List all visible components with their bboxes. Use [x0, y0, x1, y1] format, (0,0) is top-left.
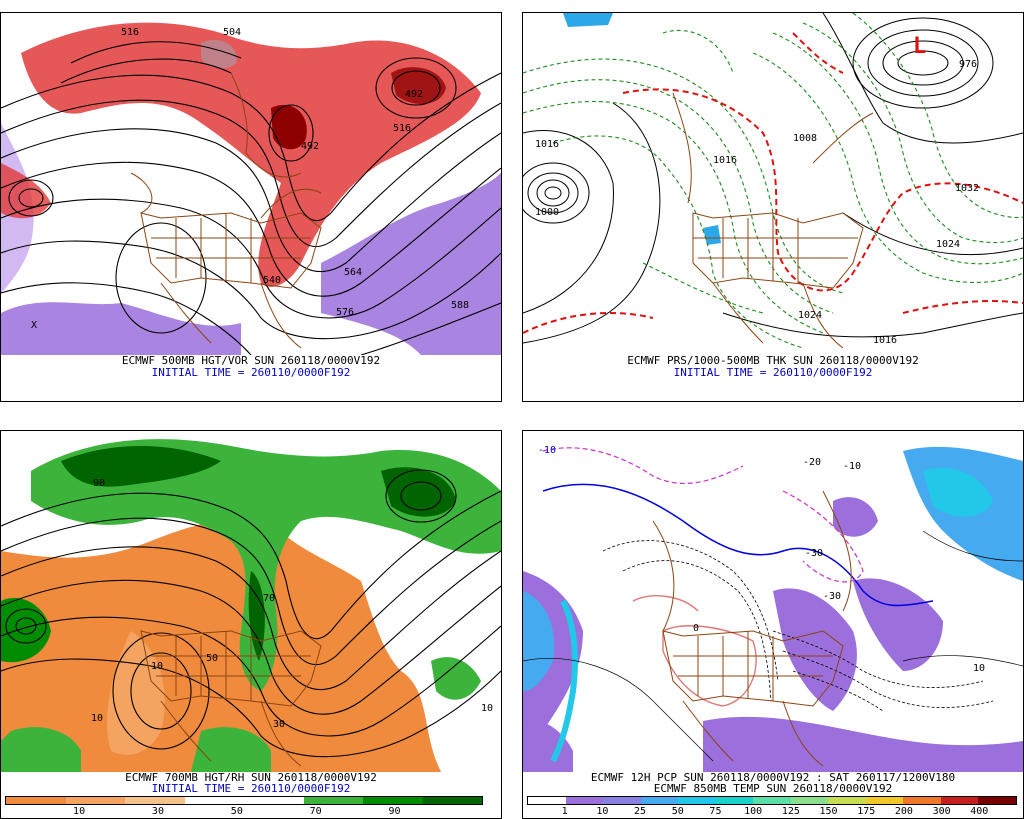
- legend-swatch: [678, 797, 716, 804]
- legend-tick-label: 90: [388, 806, 401, 817]
- legend-tick-label: 125: [781, 806, 800, 817]
- contour-label: 540: [263, 275, 281, 286]
- initial-time: INITIAL TIME = 260110/0000F192: [151, 782, 351, 795]
- map-precip-temperature: -10 -20 -30 -10 -30 0 10: [523, 431, 1023, 772]
- legend-tick-label: 75: [709, 806, 722, 817]
- contour-label: 504: [223, 27, 241, 38]
- precip-legend-ticks: 1 10 25 50 75 100 125 150 175 200 300 400: [527, 806, 1017, 818]
- legend-swatch: [565, 797, 604, 804]
- legend-swatch: [65, 797, 125, 804]
- panel-500mb-hgt-vor: 516 504 492 492 516 540 564 576 588 X EC…: [0, 12, 502, 402]
- legend-tick-label: 100: [744, 806, 763, 817]
- isobar-label: 1000: [535, 207, 559, 218]
- legend-swatch: [865, 797, 904, 804]
- legend-tick-label: 200: [894, 806, 913, 817]
- rh-color-legend: [5, 796, 483, 805]
- legend-swatch: [125, 797, 185, 804]
- legend-swatch: [903, 797, 941, 804]
- rh-label: 30: [273, 719, 285, 730]
- contour-label: 492: [405, 89, 423, 100]
- isobar-label: 1008: [793, 133, 817, 144]
- legend-tick-label: 150: [819, 806, 838, 817]
- isobar-label: 1024: [798, 310, 822, 321]
- legend-tick-label: 300: [932, 806, 951, 817]
- map-500mb-vorticity: 516 504 492 492 516 540 564 576 588 X: [1, 13, 501, 355]
- temp-label: -30: [805, 548, 823, 559]
- initial-time: INITIAL TIME = 260110/0000F192: [151, 366, 351, 379]
- legend-swatch: [422, 797, 482, 804]
- rh-label: 10: [151, 661, 163, 672]
- legend-swatch: [640, 797, 679, 804]
- legend-tick-label: 30: [151, 806, 164, 817]
- temp-label: 10: [973, 663, 985, 674]
- initial-time: INITIAL TIME = 260110/0000F192: [673, 366, 873, 379]
- isobar-label: 976: [959, 59, 977, 70]
- legend-swatch: [753, 797, 791, 804]
- temp-label: -20: [803, 457, 821, 468]
- temp-label: -30: [823, 591, 841, 602]
- legend-swatch: [715, 797, 754, 804]
- isobar-label: 1016: [535, 139, 559, 150]
- rh-legend-ticks: 10 30 50 70 90: [5, 806, 483, 818]
- legend-tick-label: 25: [634, 806, 647, 817]
- contour-label: 516: [121, 27, 139, 38]
- contour-label: 564: [344, 267, 362, 278]
- legend-tick-label: 50: [671, 806, 684, 817]
- isobar-label: 1016: [713, 155, 737, 166]
- precip-color-legend: [527, 796, 1017, 805]
- legend-swatch: [184, 797, 244, 804]
- temp-label: 0: [693, 623, 699, 634]
- panel-caption: ECMWF 700MB HGT/RH SUN 260118/0000V192: [125, 771, 377, 784]
- isobar-label: 1024: [936, 239, 960, 250]
- rh-label: 10: [481, 703, 493, 714]
- low-pressure-marker: L: [913, 34, 926, 59]
- legend-tick-label: 50: [230, 806, 243, 817]
- rh-label: 10: [91, 713, 103, 724]
- panel-700mb-hgt-rh: 10 10 30 50 70 90 10 ECMWF 700MB HGT/RH …: [0, 430, 502, 819]
- legend-swatch: [828, 797, 866, 804]
- panel-caption: ECMWF PRS/1000-500MB THK SUN 260118/0000…: [627, 354, 919, 367]
- temp-label: -10: [843, 461, 861, 472]
- legend-swatch: [6, 797, 66, 804]
- contour-label: 576: [336, 307, 354, 318]
- map-pressure-thickness: 1016 1000 1008 1016 1032 1024 1024 1016 …: [523, 13, 1023, 355]
- rh-label: 70: [263, 593, 275, 604]
- legend-swatch: [528, 797, 566, 804]
- isobar-label: 1016: [873, 335, 897, 346]
- rh-label: 90: [93, 478, 105, 489]
- legend-tick-label: 1: [561, 806, 568, 817]
- legend-tick-label: 10: [73, 806, 86, 817]
- contour-label: 492: [301, 141, 319, 152]
- vort-max-marker: X: [31, 320, 37, 331]
- map-700mb-humidity: 10 10 30 50 70 90 10: [1, 431, 501, 772]
- panel-caption: ECMWF 500MB HGT/VOR SUN 260118/0000V192: [121, 354, 381, 367]
- legend-tick-label: 175: [857, 806, 876, 817]
- legend-swatch: [244, 797, 304, 804]
- panel-precip-850mb-temp: -10 -20 -30 -10 -30 0 10 ECMWF 12H PCP S…: [522, 430, 1024, 819]
- contour-label: 516: [393, 123, 411, 134]
- legend-swatch: [603, 797, 641, 804]
- panel-caption-secondary: ECMWF 850MB TEMP SUN 260118/0000V192: [653, 782, 893, 795]
- legend-swatch: [363, 797, 423, 804]
- contour-label: 588: [451, 300, 469, 311]
- legend-swatch: [978, 797, 1016, 804]
- panel-caption: ECMWF 12H PCP SUN 260118/0000V192 : SAT …: [590, 771, 956, 784]
- legend-swatch: [940, 797, 979, 804]
- legend-tick-label: 400: [970, 806, 989, 817]
- isobar-label: 1032: [955, 183, 979, 194]
- legend-swatch: [790, 797, 829, 804]
- legend-swatch: [303, 797, 363, 804]
- legend-tick-label: 10: [596, 806, 609, 817]
- temp-label: -10: [538, 445, 556, 456]
- rh-label: 50: [206, 653, 218, 664]
- panel-pressure-thickness: 1016 1000 1008 1016 1032 1024 1024 1016 …: [522, 12, 1024, 402]
- legend-tick-label: 70: [309, 806, 322, 817]
